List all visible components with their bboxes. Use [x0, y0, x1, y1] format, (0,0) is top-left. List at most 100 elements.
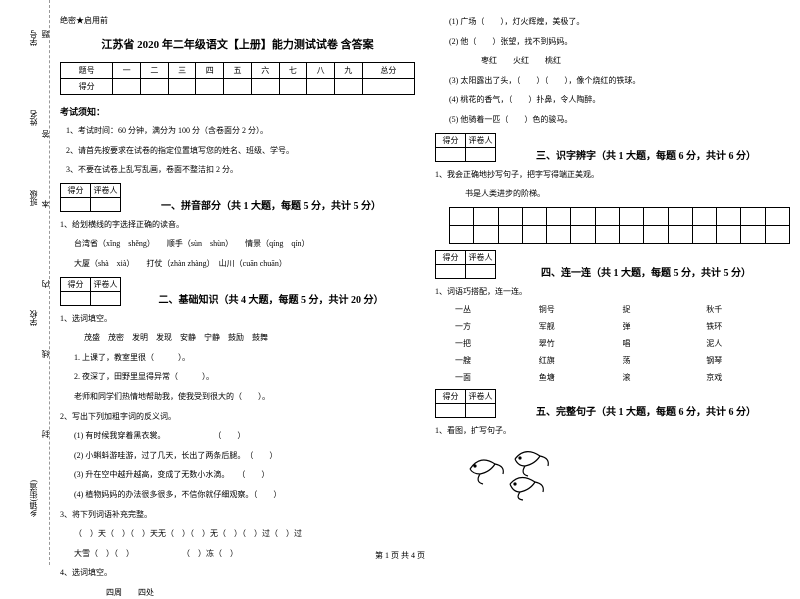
m2c	[61, 291, 91, 305]
mc13: 铁环	[706, 321, 790, 332]
sv-3	[168, 79, 196, 95]
sh-10: 总分	[362, 63, 414, 79]
vmark-5: 线	[40, 350, 51, 358]
notice-2: 2、请首先按要求在试卷的指定位置填写您的姓名、班级、学号。	[60, 144, 415, 158]
mc33: 钢琴	[706, 355, 790, 366]
q2-2a: (1) 有时候我穿着黑衣裳。 （ ）	[60, 429, 415, 443]
sh-4: 四	[196, 63, 224, 79]
mini-table-2: 得分评卷人	[60, 277, 121, 306]
m5b: 评卷人	[466, 390, 496, 404]
q1-1a: 台湾省（xǐng shěng） 顺手（sùn shùn） 情景（qíng qín…	[60, 237, 415, 251]
r3: (3) 太阳露出了头，（ ）（ ），像个烧红的铁球。	[435, 74, 790, 88]
m4d	[466, 264, 496, 278]
writing-grid	[449, 207, 790, 244]
mc03: 秋千	[706, 304, 790, 315]
q2-3: 3、将下列词语补充完整。	[60, 508, 415, 522]
q2-2c: (3) 升在空中越升越高，变成了无数小水滴。 （ ）	[60, 468, 415, 482]
section-2-title: 二、基础知识（共 4 大题，每题 5 分，共计 20 分）	[127, 291, 415, 306]
m1d	[91, 197, 121, 211]
section-3-header: 得分评卷人 三、识字辨字（共 1 大题，每题 6 分，共计 6 分）	[435, 133, 790, 162]
score-header-row: 题号 一 二 三 四 五 六 七 八 九 总分	[61, 63, 415, 79]
section-5-header: 得分评卷人 五、完整句子（共 1 大题，每题 6 分，共计 6 分）	[435, 389, 790, 418]
mini-table-4: 得分评卷人	[435, 250, 496, 279]
mc31: 红旗	[539, 355, 623, 366]
bind-label-class: 班级	[28, 190, 39, 206]
q2-4: 4、选词填空。	[60, 566, 415, 580]
bind-label-school: 学校	[28, 310, 39, 326]
vmark-1: 题	[40, 30, 51, 38]
m3c	[436, 147, 466, 161]
mc41: 鱼塘	[539, 372, 623, 383]
mc10: 一方	[455, 321, 539, 332]
mc42: 滚	[623, 372, 707, 383]
q5-1: 1、看图，扩写句子。	[435, 424, 790, 438]
m5d	[466, 404, 496, 418]
sh-5: 五	[224, 63, 252, 79]
m1c	[61, 197, 91, 211]
exam-page: 学号 姓名 班级 学校 乡镇(街道) 题 答 本 内 线 封 绝密★启用前 江苏…	[0, 0, 800, 565]
bind-label-town: 乡镇(街道)	[28, 480, 39, 517]
mini-table-3: 得分评卷人	[435, 133, 496, 162]
q2-1d: 老师和同学们热情地帮助我，使我受到很大的（ ）。	[60, 390, 415, 404]
notice-3: 3、不要在试卷上乱写乱画，卷面不整洁扣 2 分。	[60, 163, 415, 177]
m5c	[436, 404, 466, 418]
m1b: 评卷人	[91, 183, 121, 197]
r1: (1) 广场（ ），灯火辉煌，美极了。	[435, 15, 790, 29]
sh-1: 一	[113, 63, 141, 79]
sv-6	[251, 79, 279, 95]
mc40: 一面	[455, 372, 539, 383]
q2-2b: (2) 小蝌蚪游哇游，过了几天，长出了两条后腿。 （ ）	[60, 449, 415, 463]
sv-2	[141, 79, 169, 95]
r4: (4) 桃花的香气，（ ）扑鼻，令人陶醉。	[435, 93, 790, 107]
section-2-header: 得分评卷人 二、基础知识（共 4 大题，每题 5 分，共计 20 分）	[60, 277, 415, 306]
q1-1: 1、给划横线的字选择正确的读音。	[60, 218, 415, 232]
m4c	[436, 264, 466, 278]
birds-image	[435, 444, 790, 506]
q3-1a: 书是人类进步的阶梯。	[435, 187, 790, 201]
sv-10	[362, 79, 414, 95]
bind-label-xuehao: 学号	[28, 30, 39, 46]
birds-icon	[455, 444, 575, 504]
vmark-3: 本	[40, 200, 51, 208]
mc21: 翠竹	[539, 338, 623, 349]
sv-4	[196, 79, 224, 95]
section-3-title: 三、识字辨字（共 1 大题，每题 6 分，共计 6 分）	[502, 147, 790, 162]
mini-table-1: 得分评卷人	[60, 183, 121, 212]
mc22: 唱	[623, 338, 707, 349]
sv-5	[224, 79, 252, 95]
r5: (5) 他骑着一匹（ ）色的骏马。	[435, 113, 790, 127]
sh-7: 七	[279, 63, 307, 79]
m3d	[466, 147, 496, 161]
sv-8	[307, 79, 335, 95]
match-row-0: 一丛铜号捉秋千	[435, 304, 790, 315]
sv-7	[279, 79, 307, 95]
r2a: 枣红 火红 桃红	[435, 54, 790, 68]
right-column: (1) 广场（ ），灯火辉煌，美极了。 (2) 他（ ）张望，找不到妈妈。 枣红…	[435, 15, 790, 560]
sh-6: 六	[251, 63, 279, 79]
mc20: 一把	[455, 338, 539, 349]
score-table: 题号 一 二 三 四 五 六 七 八 九 总分 得分	[60, 62, 415, 95]
section-5-title: 五、完整句子（共 1 大题，每题 6 分，共计 6 分）	[502, 403, 790, 418]
q2-4a: 四周 四处	[60, 586, 415, 599]
match-row-4: 一面鱼塘滚京戏	[435, 372, 790, 383]
m4b: 评卷人	[466, 250, 496, 264]
bind-label-name: 姓名	[28, 110, 39, 126]
m3a: 得分	[436, 133, 466, 147]
q2-2d: (4) 植物妈妈的办法很多很多，不信你就仔细观察。（ ）	[60, 488, 415, 502]
mc32: 荡	[623, 355, 707, 366]
sv-1	[113, 79, 141, 95]
m2a: 得分	[61, 277, 91, 291]
mc00: 一丛	[455, 304, 539, 315]
mc23: 泥人	[706, 338, 790, 349]
secret-label: 绝密★启用前	[60, 15, 415, 26]
mc11: 军舰	[539, 321, 623, 332]
vmark-2: 答	[40, 130, 51, 138]
notice-header: 考试须知：	[60, 105, 415, 118]
mc12: 弹	[623, 321, 707, 332]
section-1-header: 得分评卷人 一、拼音部分（共 1 大题，每题 5 分，共计 5 分）	[60, 183, 415, 212]
mc02: 捉	[623, 304, 707, 315]
sv-9	[334, 79, 362, 95]
q2-1: 1、选词填空。	[60, 312, 415, 326]
mc30: 一艘	[455, 355, 539, 366]
sh-2: 二	[141, 63, 169, 79]
